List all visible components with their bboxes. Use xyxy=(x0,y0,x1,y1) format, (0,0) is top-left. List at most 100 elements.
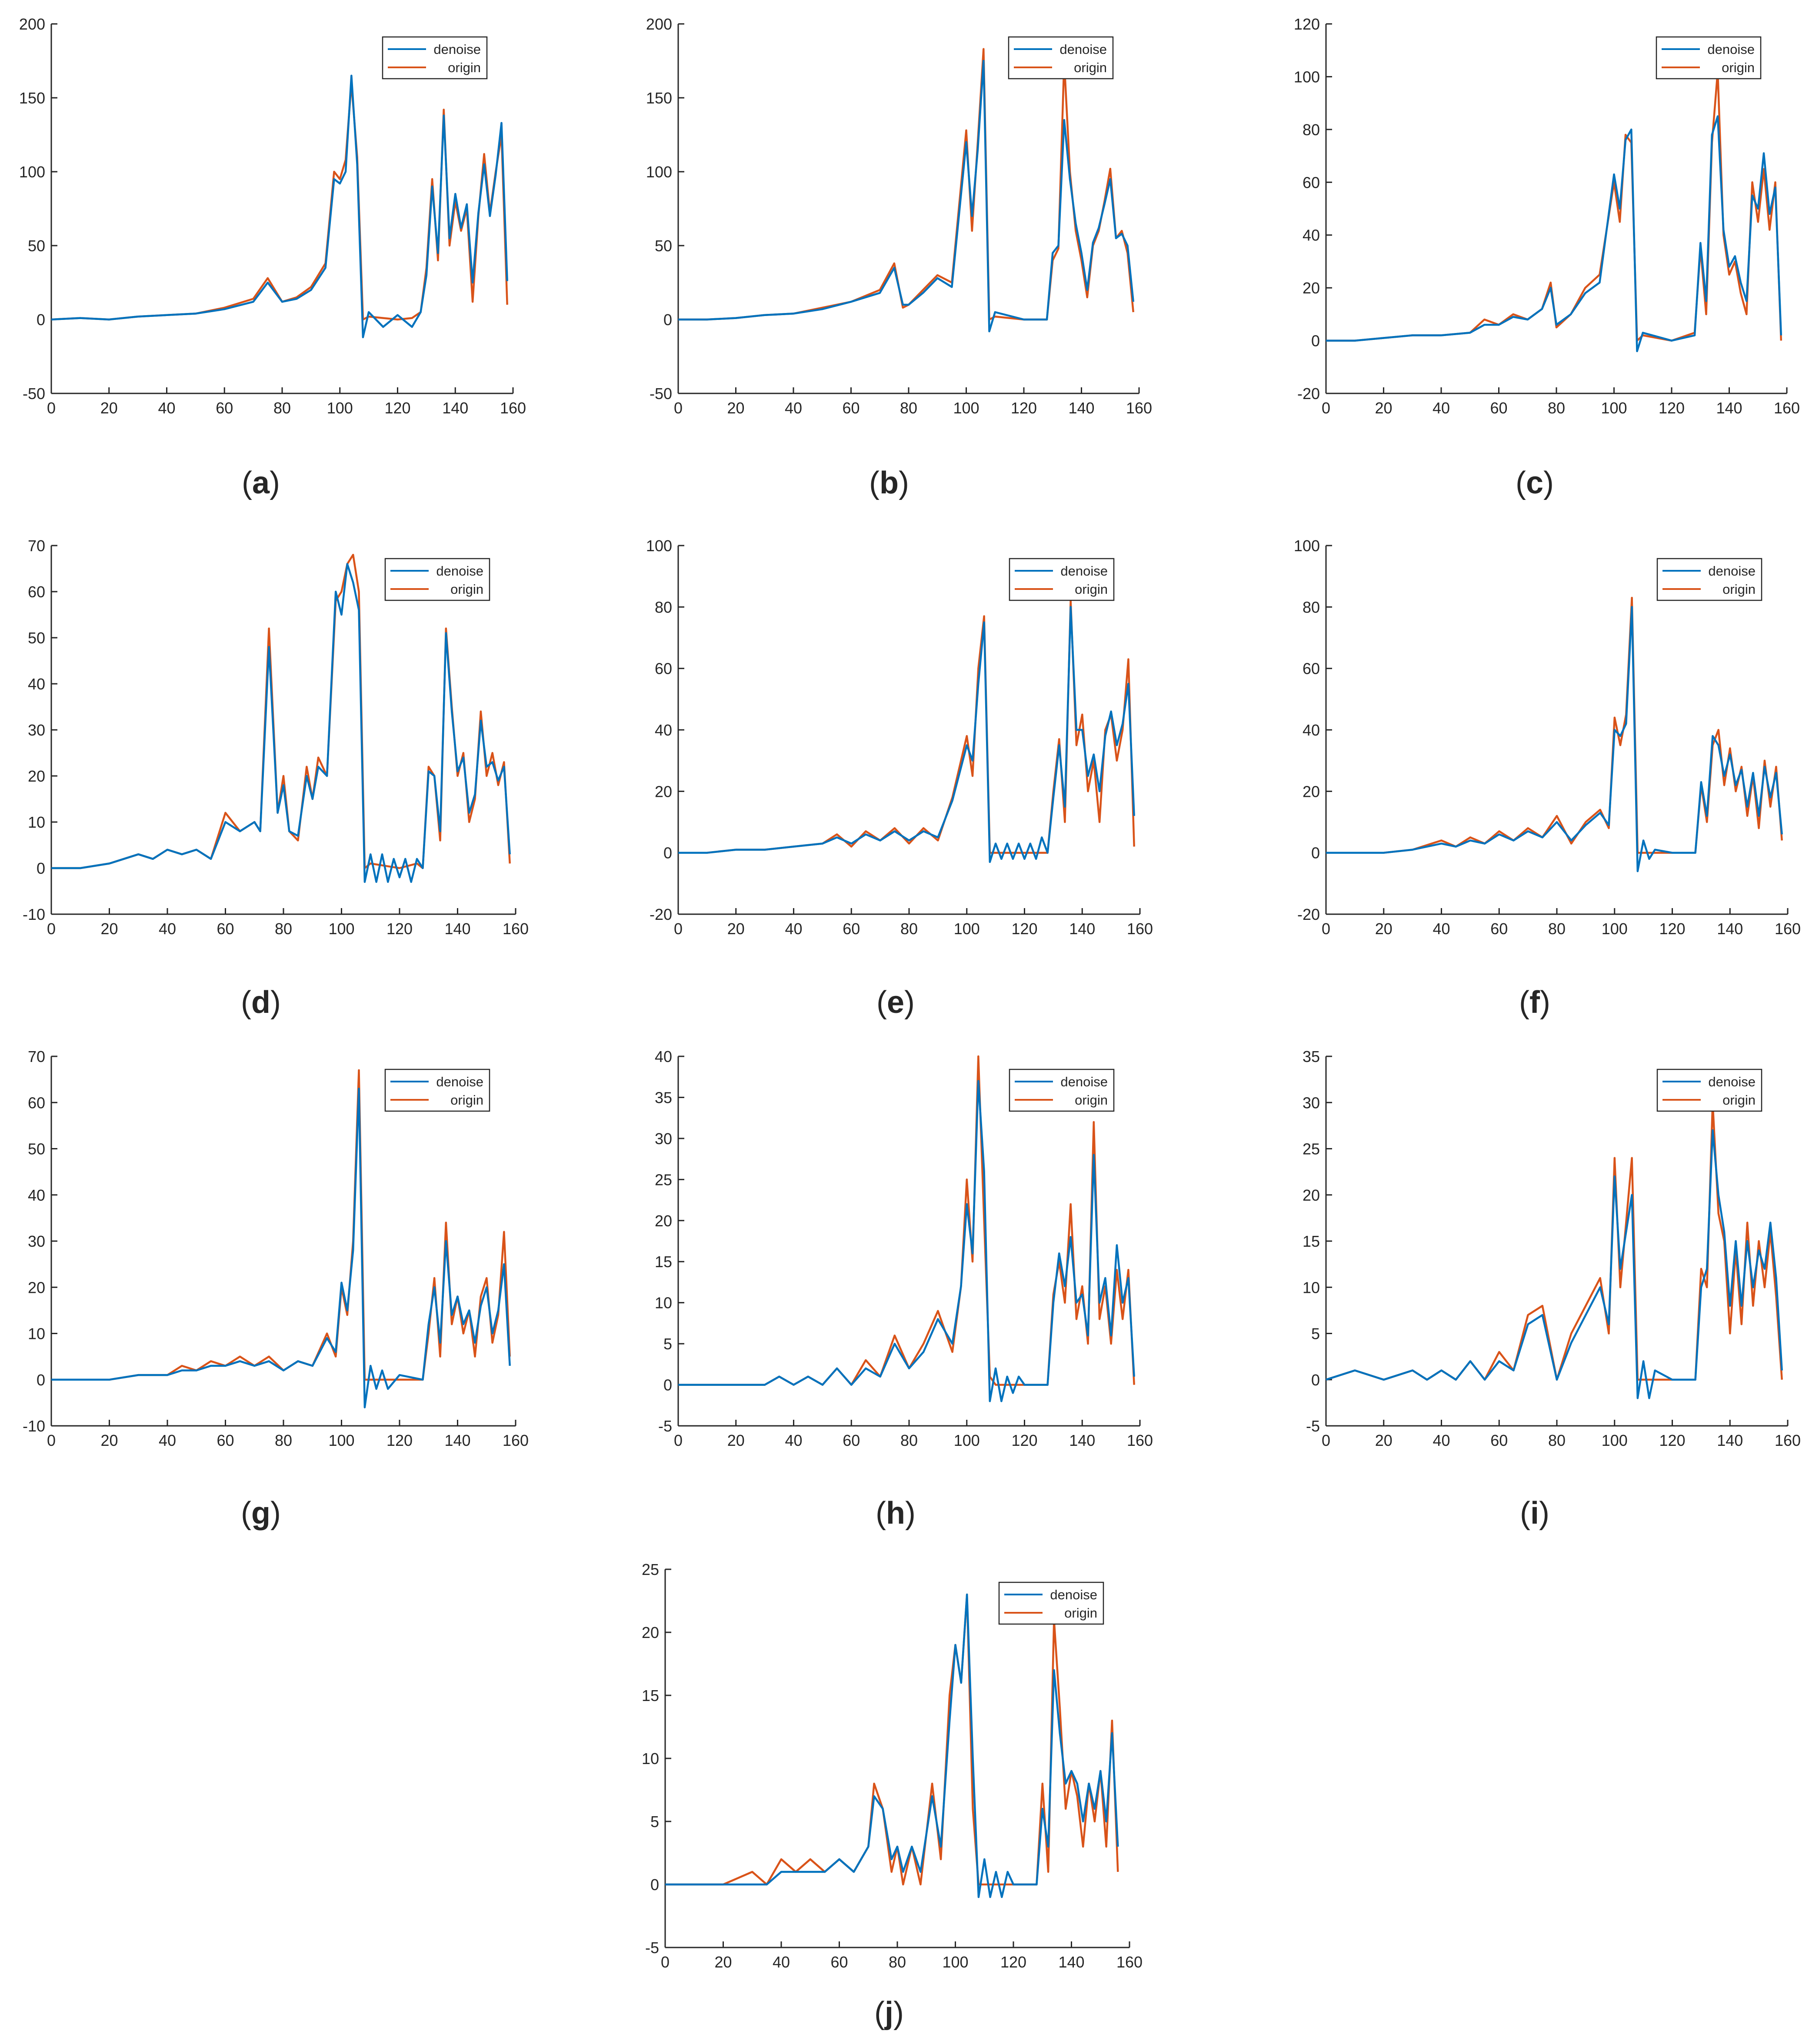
x-tick-label: 120 xyxy=(386,920,413,938)
legend-label-denoise: denoise xyxy=(1707,42,1755,57)
y-tick-label: 20 xyxy=(655,782,672,800)
y-tick-label: -20 xyxy=(1297,385,1320,403)
x-tick-label: 40 xyxy=(785,920,802,938)
y-tick-label: 40 xyxy=(1303,226,1320,244)
plot-area xyxy=(51,24,513,393)
x-tick-label: 140 xyxy=(1069,1431,1095,1449)
panel-caption: (b) xyxy=(869,466,909,500)
x-tick-label: 160 xyxy=(503,920,529,938)
y-tick-label: -5 xyxy=(645,1939,659,1957)
legend-label-origin: origin xyxy=(448,60,481,75)
legend: denoise origin xyxy=(1009,1069,1115,1112)
legend-label-origin: origin xyxy=(450,1092,483,1108)
y-tick-label: 5 xyxy=(1311,1325,1320,1343)
x-tick-label: 40 xyxy=(1433,399,1450,417)
y-tick-label: 0 xyxy=(663,844,672,862)
x-tick-label: 140 xyxy=(444,920,470,938)
y-tick-label: 50 xyxy=(28,629,45,647)
y-tick-label: 40 xyxy=(655,721,672,739)
x-tick-label: 100 xyxy=(954,1431,980,1449)
x-tick-label: 0 xyxy=(674,920,683,938)
y-tick-label: 35 xyxy=(1303,1048,1320,1065)
legend-label-denoise: denoise xyxy=(433,42,481,57)
y-tick-label: 0 xyxy=(650,1876,659,1894)
panel-i: 0 20 40 60 80 100 120 140 160-505101520253035den… xyxy=(1303,1048,1801,1531)
x-tick-label: 20 xyxy=(1375,1431,1393,1449)
legend: denoise origin xyxy=(1008,36,1114,80)
legend: denoise origin xyxy=(384,1069,490,1112)
y-tick-label: 10 xyxy=(642,1750,659,1768)
y-tick-label: 15 xyxy=(655,1253,672,1271)
legend-box xyxy=(1009,1069,1115,1112)
x-tick-label: 120 xyxy=(384,399,410,417)
x-tick-label: 80 xyxy=(1548,399,1565,417)
legend: denoise origin xyxy=(1656,1069,1762,1112)
x-tick-label: 60 xyxy=(217,920,234,938)
legend-label-origin: origin xyxy=(1064,1605,1097,1621)
x-tick-label: 0 xyxy=(1322,1431,1330,1449)
y-tick-label: 0 xyxy=(1311,844,1320,862)
panel-d: 0 20 40 60 80 100 120 140 160-10010203040506070d… xyxy=(23,537,529,1020)
legend-label-origin: origin xyxy=(1075,582,1108,597)
x-tick-label: 80 xyxy=(275,920,292,938)
y-tick-label: 200 xyxy=(19,15,45,33)
y-tick-label: 30 xyxy=(28,721,45,739)
x-tick-label: 160 xyxy=(1127,1431,1153,1449)
x-tick-label: 140 xyxy=(1717,920,1743,938)
y-tick-label: 60 xyxy=(28,583,45,601)
panel-caption: (j) xyxy=(874,1996,904,2031)
x-tick-label: 60 xyxy=(1490,920,1508,938)
series-denoise-line xyxy=(678,606,1135,863)
legend: denoise origin xyxy=(1656,36,1762,80)
y-tick-label: -20 xyxy=(650,905,672,923)
panel-caption: (d) xyxy=(241,985,281,1020)
panel-caption: (a) xyxy=(242,466,280,500)
x-tick-label: 140 xyxy=(1058,1953,1084,1971)
y-tick-label: -5 xyxy=(658,1417,672,1435)
legend: denoise origin xyxy=(384,558,490,601)
y-tick-label: 100 xyxy=(19,163,45,181)
y-tick-label: 25 xyxy=(642,1561,659,1578)
series-denoise-line xyxy=(51,563,511,883)
legend-label-denoise: denoise xyxy=(436,563,483,579)
x-tick-label: 20 xyxy=(727,399,744,417)
x-tick-label: 80 xyxy=(275,1431,292,1449)
x-tick-label: 40 xyxy=(158,399,175,417)
x-tick-label: 80 xyxy=(1548,920,1566,938)
y-tick-label: 10 xyxy=(655,1294,672,1312)
x-tick-label: 60 xyxy=(843,920,860,938)
x-tick-label: 40 xyxy=(785,1431,802,1449)
y-tick-label: 40 xyxy=(1303,721,1320,739)
y-tick-label: 30 xyxy=(1303,1094,1320,1112)
plot-area xyxy=(665,1569,1129,1947)
x-tick-label: 80 xyxy=(900,1431,918,1449)
y-tick-label: 25 xyxy=(655,1171,672,1188)
legend: denoise origin xyxy=(382,36,488,80)
legend-label-origin: origin xyxy=(1722,1092,1756,1108)
x-tick-label: 100 xyxy=(327,399,353,417)
legend-label-origin: origin xyxy=(450,582,483,597)
y-tick-label: 150 xyxy=(646,89,672,107)
y-tick-label: 70 xyxy=(28,537,45,555)
y-tick-label: 120 xyxy=(1294,15,1320,33)
x-tick-label: 100 xyxy=(1601,399,1627,417)
x-tick-label: 140 xyxy=(1716,399,1742,417)
legend-label-denoise: denoise xyxy=(1060,563,1108,579)
series-origin-line xyxy=(51,82,508,321)
y-tick-label: 5 xyxy=(650,1813,659,1831)
y-tick-label: 100 xyxy=(1294,537,1320,555)
y-tick-label: 50 xyxy=(655,237,672,255)
x-tick-label: 0 xyxy=(674,399,683,417)
y-tick-label: -50 xyxy=(650,385,672,403)
x-tick-label: 0 xyxy=(1322,399,1330,417)
y-tick-label: 20 xyxy=(28,1278,45,1296)
panel-j: 0 20 40 60 80 100 120 140 160-50510152025denoise… xyxy=(642,1561,1143,2031)
panel-caption: (g) xyxy=(241,1496,281,1531)
x-tick-label: 160 xyxy=(1774,399,1800,417)
y-tick-label: 80 xyxy=(1303,121,1320,139)
x-tick-label: 100 xyxy=(953,399,979,417)
panel-caption: (i) xyxy=(1520,1496,1549,1531)
x-tick-label: 80 xyxy=(1548,1431,1566,1449)
y-tick-label: 50 xyxy=(28,1140,45,1158)
plot-area xyxy=(678,546,1140,914)
